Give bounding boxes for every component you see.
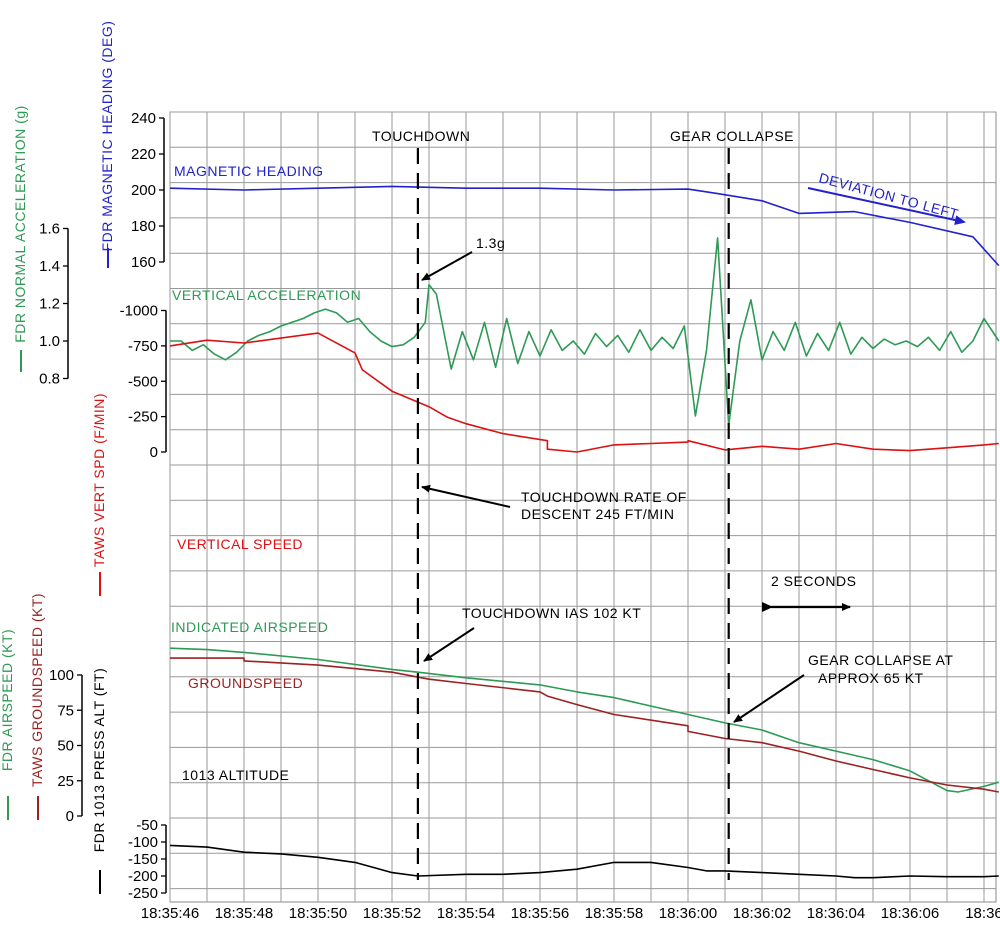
- accel-axis-title: FDR NORMAL ACCELERATION (g): [12, 105, 28, 343]
- accel-axis-tick-label: 0.8: [39, 371, 60, 388]
- x-tick-label: 18:35:48: [215, 905, 273, 922]
- x-tick-label: 18:35:46: [141, 905, 199, 922]
- x-tick-label: 18:35:54: [437, 905, 495, 922]
- accel-axis-tick-label: 1.6: [39, 221, 60, 238]
- gear-collapse-label: GEAR COLLAPSE: [670, 128, 794, 144]
- td-rate-arrow: [421, 484, 511, 508]
- accel-axis-tick-label: 1.4: [39, 258, 60, 275]
- speed-axis-tick-label: 50: [57, 738, 74, 755]
- accel-axis-tick-label: 1.0: [39, 333, 60, 350]
- series-vertical-acceleration: [170, 237, 1000, 427]
- series-label-vertical-acceleration: VERTICAL ACCELERATION: [172, 287, 361, 303]
- chart-series: [169, 185, 1000, 879]
- heading-axis-tick-label: 240: [131, 110, 156, 127]
- peak-g-arrow: [421, 251, 473, 281]
- speed-axis-tick-label: 0: [66, 808, 74, 825]
- gear-speed-arrow: [733, 674, 805, 723]
- alt-axis-tick-label: -250: [128, 885, 158, 902]
- td-ias-arrow: [423, 627, 475, 662]
- x-tick-label: 18:36:04: [807, 905, 865, 922]
- gear-speed-line2: APPROX 65 KT: [818, 670, 924, 686]
- speed-axis-tick-label: 75: [57, 702, 74, 719]
- plot-frame: [169, 111, 997, 903]
- alt-axis-title: FDR 1013 PRESS ALT (FT): [91, 668, 107, 852]
- chart-axes: 1601802002202400.81.01.21.41.6-1000-750-…: [0, 21, 1000, 922]
- heading-axis-title: FDR MAGNETIC HEADING (DEG): [99, 21, 115, 252]
- series-label-1013-altitude: 1013 ALTITUDE: [182, 767, 289, 783]
- alt-axis-tick-label: -150: [128, 851, 158, 868]
- alt-axis-tick-label: -50: [136, 817, 158, 834]
- series-label-indicated-airspeed: INDICATED AIRSPEED: [171, 619, 328, 635]
- vspd-axis-tick-label: -750: [128, 338, 158, 355]
- speed-axis-tick-label: 25: [57, 773, 74, 790]
- series-label-magnetic-heading: MAGNETIC HEADING: [174, 163, 324, 179]
- td-rate-line1: TOUCHDOWN RATE OF: [521, 489, 687, 505]
- heading-axis-tick-label: 160: [131, 254, 156, 271]
- x-tick-label: 18:36: [965, 905, 1000, 922]
- vspd-axis-tick-label: -500: [128, 373, 158, 390]
- x-tick-label: 18:36:00: [659, 905, 717, 922]
- touchdown-label: TOUCHDOWN: [372, 128, 470, 144]
- x-tick-label: 18:35:52: [363, 905, 421, 922]
- series-magnetic-heading: [169, 185, 1000, 267]
- series-1013-altitude: [169, 844, 999, 879]
- series-label-groundspeed: GROUNDSPEED: [188, 675, 303, 691]
- gear-speed-line1: GEAR COLLAPSE AT: [808, 652, 953, 668]
- x-tick-label: 18:35:58: [585, 905, 643, 922]
- two-seconds-label: 2 SECONDS: [771, 573, 856, 589]
- x-tick-label: 18:35:56: [511, 905, 569, 922]
- groundspeed-axis-title: TAWS GROUNDSPEED (KT): [29, 593, 45, 787]
- heading-axis-tick-label: 180: [131, 218, 156, 235]
- speed-axis-tick-label: 100: [49, 667, 74, 684]
- series-vertical-speed: [169, 332, 999, 453]
- alt-axis-tick-label: -100: [128, 834, 158, 851]
- vspd-axis-tick-label: -1000: [120, 303, 158, 320]
- deviation-arrow: [807, 187, 966, 225]
- series-groundspeed: [170, 657, 999, 793]
- vspd-axis-tick-label: -250: [128, 409, 158, 426]
- vspd-axis-tick-label: 0: [150, 444, 158, 461]
- x-tick-label: 18:35:50: [289, 905, 347, 922]
- chart-grid: [169, 111, 997, 903]
- x-tick-label: 18:36:06: [881, 905, 939, 922]
- td-ias-label: TOUCHDOWN IAS 102 KT: [462, 605, 641, 621]
- accel-axis-tick-label: 1.2: [39, 296, 60, 313]
- airspeed-axis-title: FDR AIRSPEED (KT): [0, 629, 15, 771]
- heading-axis-tick-label: 220: [131, 146, 156, 163]
- series-indicated-airspeed: [169, 647, 1000, 793]
- peak-g-label: 1.3g: [476, 235, 505, 251]
- td-rate-line2: DESCENT 245 FT/MIN: [521, 506, 674, 522]
- alt-axis-tick-label: -200: [128, 868, 158, 885]
- vspd-axis-title: TAWS VERT SPD (F/MIN): [91, 393, 107, 567]
- x-tick-label: 18:36:02: [733, 905, 791, 922]
- series-label-vertical-speed: VERTICAL SPEED: [177, 536, 303, 552]
- heading-axis-tick-label: 200: [131, 182, 156, 199]
